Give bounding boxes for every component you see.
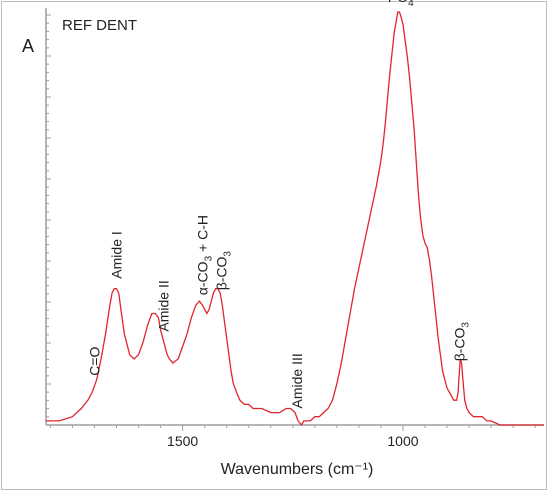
peak-label: Amide II xyxy=(156,280,172,331)
peak-label: β-CO3 xyxy=(213,251,233,291)
x-tick-label: 1500 xyxy=(167,433,198,449)
peak-label: α-CO3 + C-H xyxy=(195,215,215,295)
peak-label: Amide I xyxy=(109,231,125,278)
axes xyxy=(45,8,544,431)
panel-label: A xyxy=(22,36,34,56)
peak-label: Amide III xyxy=(289,353,305,408)
x-ticks: 1500 1000 xyxy=(167,433,419,449)
x-axis-label: Wavenumbers (cm⁻¹) xyxy=(221,461,374,478)
sample-label: REF DENT xyxy=(62,17,137,34)
series-line xyxy=(46,11,544,427)
peak-label: C=O xyxy=(87,347,103,376)
peak-label: PO4 xyxy=(388,0,414,9)
x-tick-label: 1000 xyxy=(387,433,418,449)
peak-label: β-CO3 xyxy=(451,322,471,362)
